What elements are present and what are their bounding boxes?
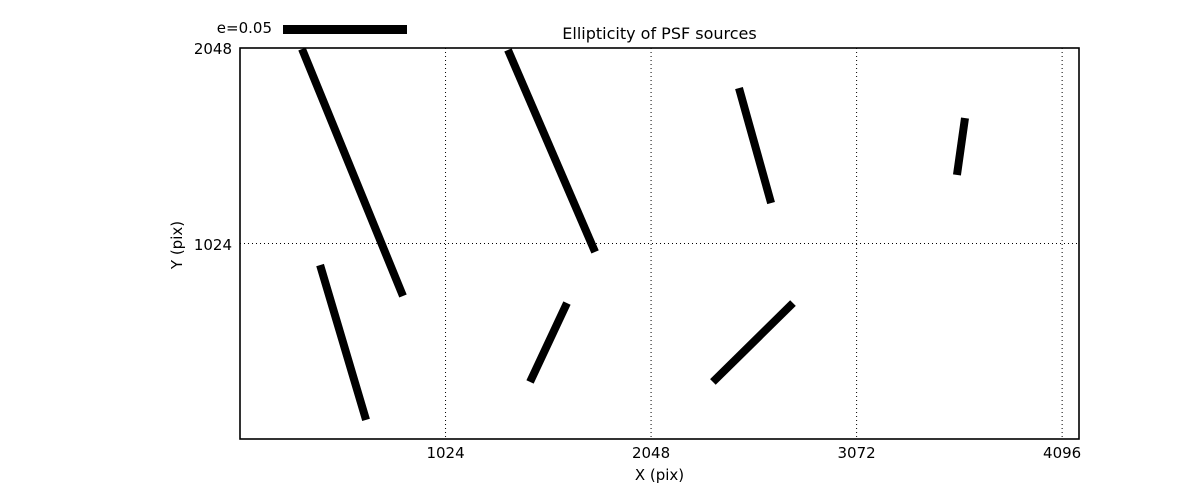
whisker-segment-0 (298, 47, 407, 298)
y-tick-label-2048: 2048 (193, 40, 232, 58)
whisker-segment-1 (316, 263, 370, 422)
x-tick-label-3072: 3072 (837, 444, 876, 462)
x-tick-label-1024: 1024 (426, 444, 465, 462)
whisker-segment-4 (735, 87, 775, 205)
axes-box (239, 47, 1080, 440)
y-tick-label-1024: 1024 (193, 235, 232, 254)
x-tick-label-2048: 2048 (631, 444, 671, 462)
whisker-segment-3 (526, 301, 571, 384)
x-axis-label: X (pix) (634, 466, 685, 484)
chart-title: Ellipticity of PSF sources (562, 24, 757, 43)
whisker-segment-2 (504, 48, 599, 254)
whisker-segment-6 (953, 117, 969, 176)
legend-scale-label: e=0.05 (216, 19, 272, 37)
legend-scale-bar (283, 25, 407, 34)
whisker-segment-5 (710, 300, 796, 385)
x-tick-label-4096: 4096 (1043, 444, 1082, 462)
